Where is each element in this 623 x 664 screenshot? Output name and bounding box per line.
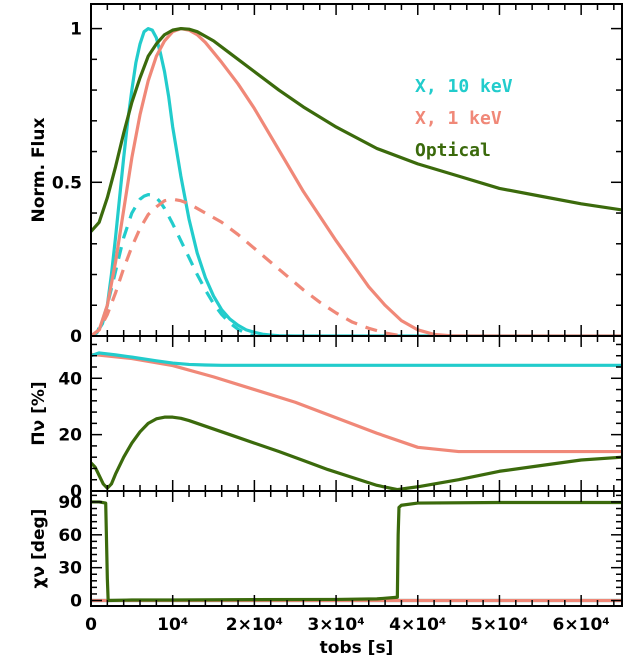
x-tick-label: 3×10⁴ (307, 615, 364, 635)
panel-0: 0 0.5 1 Norm. Flux (29, 3, 623, 347)
legend-x1: X, 1 keV (415, 108, 502, 129)
x-tick-label: 5×10⁴ (471, 615, 528, 635)
x-tick-label: 0 (85, 615, 97, 635)
series-optical-p0 (91, 26, 622, 233)
panels: 0 0.5 1 Norm. Flux 0 20 40 Πν [%] 0 30 60 90 χν [deg… (29, 3, 623, 658)
panel-1: 0 20 40 Πν [%] (29, 335, 623, 502)
y-tick-label: 0.5 (52, 173, 82, 193)
series-x10-p1 (91, 351, 622, 367)
y-tick-label: 0 (70, 327, 82, 347)
legend-x10: X, 10 keV (415, 76, 513, 97)
x-tick-label: 4×10⁴ (389, 615, 446, 635)
y-tick-label: 60 (58, 526, 82, 546)
y-tick-label: 30 (58, 559, 82, 579)
legend: X, 10 keV X, 1 keV Optical (415, 76, 513, 161)
y-tick-label: 90 (58, 493, 82, 513)
y-tick-label: 40 (58, 369, 82, 389)
panel-frame-0 (90, 3, 623, 337)
y-tick-label: 0 (70, 592, 82, 612)
series-group-2 (91, 500, 622, 603)
y-axis-label-2: χν [deg] (29, 509, 49, 589)
x-axis-label: tobs [s] (320, 638, 394, 658)
series-x1-dashed-p0 (91, 197, 402, 336)
y-tick-label: 20 (58, 426, 82, 446)
x-tick-label: 10⁴ (157, 615, 188, 635)
series-x1-p1 (91, 352, 622, 454)
x-tick-label: 6×10⁴ (553, 615, 610, 635)
panel-2: 0 30 60 90 χν [deg] 0 10⁴ 2×10⁴ 3×10⁴ 4×10⁴ 5×10⁴ 6… (29, 490, 623, 658)
series-group-1 (91, 351, 622, 491)
legend-optical: Optical (415, 140, 491, 161)
series-x1-p0 (91, 26, 622, 336)
series-group-0 (91, 26, 622, 336)
y-axis-label-1: Πν [%] (29, 381, 49, 445)
panel-frame-1 (90, 335, 623, 492)
panel-frame-2 (90, 490, 623, 607)
series-x10-p0 (91, 26, 622, 336)
y-tick-label: 1 (70, 20, 82, 40)
series-optical-p1 (91, 415, 622, 491)
series-optical-p2 (91, 500, 622, 603)
y-axis-label-0: Norm. Flux (29, 118, 49, 223)
y-tick-label: 0 (70, 482, 82, 502)
x-tick-label: 2×10⁴ (226, 615, 283, 635)
